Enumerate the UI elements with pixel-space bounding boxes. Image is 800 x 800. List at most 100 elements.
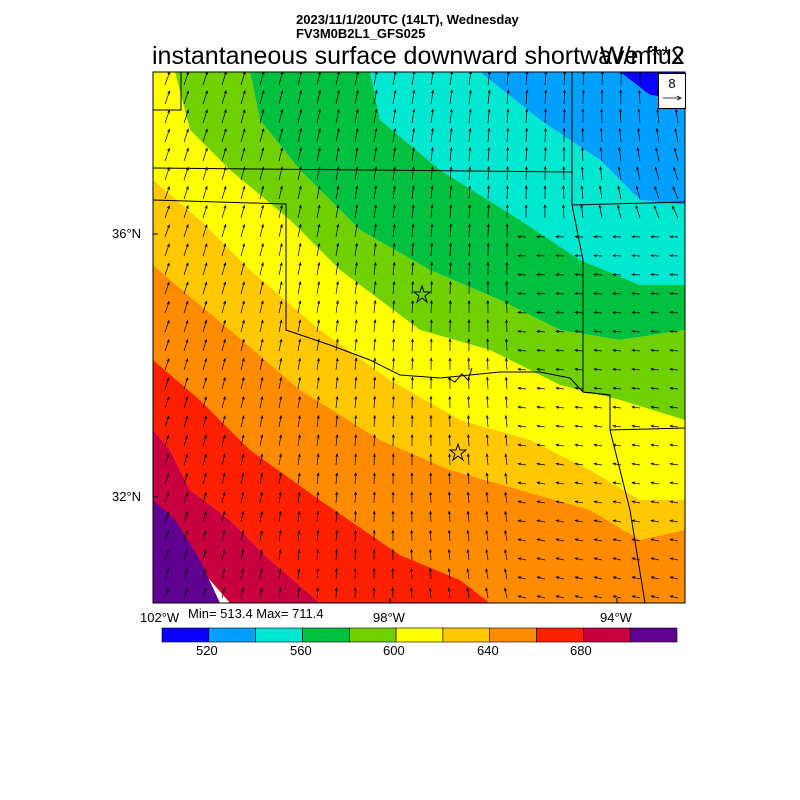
wind-vector-head: [669, 348, 674, 352]
wind-vector-head: [410, 376, 414, 381]
wind-vector-head: [504, 434, 508, 438]
wind-vector: [164, 320, 170, 333]
wind-vector-head: [242, 185, 246, 190]
wind-vector: [202, 549, 207, 561]
wind-vector: [613, 444, 622, 447]
wind-vector: [259, 339, 264, 352]
wind-vector-head: [631, 443, 636, 447]
wind-vector-head: [354, 319, 358, 324]
wind-vector: [468, 224, 470, 238]
wind-vector-head: [487, 185, 491, 189]
wind-vector-head: [166, 300, 170, 305]
wind-vector: [430, 281, 433, 295]
wind-vector: [240, 109, 246, 124]
wind-vector-head: [412, 72, 416, 75]
wind-vector: [278, 109, 283, 124]
wind-vector-head: [562, 185, 566, 189]
wind-vector-head: [517, 235, 521, 239]
wind-vector: [487, 185, 490, 200]
wind-vector: [600, 128, 603, 143]
wind-vector: [202, 205, 208, 219]
wind-vector: [164, 148, 170, 162]
wind-vector-head: [186, 90, 189, 94]
wind-vector-head: [631, 386, 636, 390]
wind-vector-head: [317, 127, 321, 132]
wind-vector: [316, 72, 321, 86]
wind-vector-head: [355, 242, 358, 247]
wind-vector: [354, 377, 357, 390]
wind-vector-head: [631, 481, 636, 485]
wind-vector-head: [517, 273, 521, 277]
wind-vector: [594, 425, 603, 428]
wind-vector-head: [650, 595, 655, 599]
wind-vector: [259, 205, 264, 219]
wind-vector-head: [631, 311, 635, 315]
wind-vector: [506, 109, 509, 124]
flux-field: [153, 72, 685, 603]
wind-vector: [164, 243, 170, 257]
wind-vector: [632, 330, 641, 333]
wind-vector-head: [486, 261, 490, 266]
wind-vector-head: [593, 235, 597, 239]
wind-vector: [449, 243, 452, 257]
wind-vector-head: [372, 548, 376, 553]
wind-vector: [613, 368, 622, 371]
wind-vector-head: [580, 185, 584, 189]
wind-vector-head: [467, 338, 471, 343]
wind-vector-head: [354, 414, 358, 419]
wind-vector: [354, 72, 359, 86]
wind-vector: [593, 274, 603, 276]
wind-vector-head: [574, 519, 579, 523]
wind-vector: [600, 166, 603, 181]
wind-vector-head: [650, 311, 654, 315]
wind-vector: [651, 538, 660, 542]
wind-vector-head: [653, 205, 657, 210]
wind-vector-head: [612, 405, 617, 409]
wind-vector: [297, 90, 302, 105]
wind-vector: [518, 349, 527, 352]
wind-vector: [316, 147, 321, 162]
wind-vector: [164, 72, 170, 86]
wind-vector: [221, 148, 227, 162]
wind-vector-head: [543, 185, 547, 189]
wind-vector: [670, 368, 679, 371]
wind-vector: [411, 568, 413, 580]
wind-vector: [594, 482, 603, 485]
wind-vector-head: [260, 453, 264, 458]
wind-vector-head: [392, 357, 396, 362]
wind-vector-head: [574, 538, 579, 542]
wind-vector: [537, 387, 546, 390]
wind-vector-head: [600, 72, 604, 75]
wind-vector: [183, 530, 188, 542]
wind-vector-head: [431, 72, 435, 75]
wind-vector: [487, 205, 489, 219]
wind-vector-head: [612, 424, 617, 428]
wind-vector-head: [429, 510, 433, 515]
wind-vector: [594, 406, 603, 409]
wind-vector-head: [410, 414, 414, 419]
wind-vector: [278, 473, 282, 485]
wind-vector: [448, 511, 451, 523]
wind-vector: [487, 109, 490, 124]
wind-vector: [555, 293, 565, 295]
colorbar-swatch: [255, 627, 303, 643]
wind-vector-head: [166, 453, 170, 458]
wind-vector-head: [354, 280, 358, 285]
vector-reference-box: 8: [658, 73, 686, 109]
wind-vector: [183, 320, 189, 333]
wind-vector-head: [600, 89, 604, 94]
band-580: [175, 72, 685, 420]
wind-vector: [183, 243, 189, 257]
wind-vector: [278, 568, 281, 580]
wind-vector-head: [204, 357, 208, 362]
wind-vector-head: [504, 472, 508, 477]
wind-vector-head: [429, 299, 433, 304]
wind-vector: [468, 72, 472, 86]
wind-vector: [486, 453, 489, 466]
wind-vector: [582, 147, 584, 162]
wind-vector: [537, 557, 546, 561]
wind-vector: [467, 511, 470, 523]
wind-vector: [485, 568, 489, 580]
wind-vector-head: [373, 376, 377, 381]
wind-vector: [575, 538, 584, 542]
